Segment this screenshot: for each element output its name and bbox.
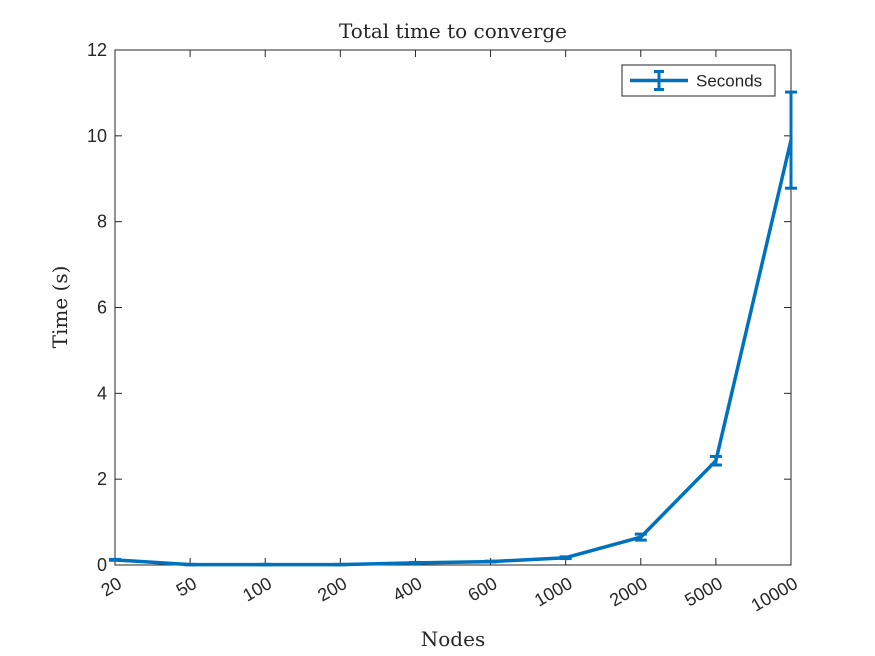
error-bar [634,532,647,542]
x-tick-label: 600 [465,573,501,605]
plot-area [114,49,792,566]
y-axis-label: Time (s) [48,266,72,349]
error-bar [409,560,422,565]
x-tick-label: 10000 [748,573,801,615]
x-tick-label: 100 [239,573,275,605]
x-tick-label: 200 [314,573,350,605]
error-bar [709,454,722,467]
x-tick-label: 5000 [681,573,726,610]
legend: Seconds [621,64,776,97]
error-bar [484,559,497,564]
y-tick-label: 10 [87,126,107,146]
y-tick-label: 6 [97,298,107,318]
chart-title: Total time to converge [339,19,567,43]
y-tick-label: 12 [87,40,107,60]
x-tick-label: 1000 [531,573,576,610]
error-bar [109,557,121,562]
x-tick-label: 400 [389,573,425,605]
error-bar [559,555,572,561]
legend-label: Seconds [696,72,762,91]
y-tick-label: 2 [97,469,107,489]
x-tick-label: 20 [98,573,125,600]
x-axis-label: Nodes [421,627,485,651]
x-tick-label: 50 [173,573,200,600]
y-tick-label: 0 [97,555,107,575]
x-tick-label: 2000 [606,573,651,610]
y-tick-label: 4 [97,383,107,403]
y-tick-label: 8 [97,212,107,232]
series-line [114,139,793,567]
error-bar [785,90,797,190]
